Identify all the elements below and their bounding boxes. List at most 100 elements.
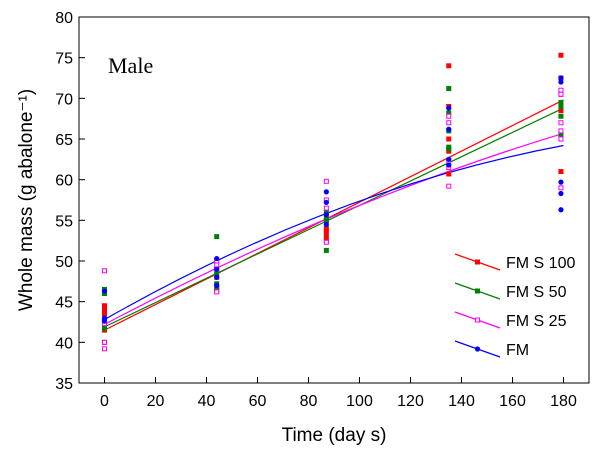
x-tick-label: 140 xyxy=(448,393,475,410)
point-fm-s-25 xyxy=(558,120,564,126)
legend-label: FM S 100 xyxy=(506,255,575,272)
legend-marker xyxy=(474,346,481,352)
x-tick-label: 180 xyxy=(550,393,577,410)
x-tick-label: 80 xyxy=(300,393,318,410)
point-fm xyxy=(214,274,220,280)
point-fm-s-50 xyxy=(446,110,452,116)
point-fm-s-25 xyxy=(446,120,452,126)
point-fm-s-25 xyxy=(323,205,329,211)
y-tick-label: 40 xyxy=(55,335,73,352)
legend-item-fm: FM xyxy=(454,340,529,359)
axis-ticks: 0 20 40 60 80 100 120 140 160 180 35 40 45 50 55 60 65 70… xyxy=(55,10,577,410)
legend-marker xyxy=(475,317,480,323)
point-fm-s-25 xyxy=(102,346,107,352)
x-tick-label: 100 xyxy=(346,393,373,410)
y-tick-label: 35 xyxy=(55,376,73,393)
point-fm-s-25 xyxy=(323,178,329,184)
x-tick-label: 40 xyxy=(198,393,216,410)
x-axis-title: Time (day s) xyxy=(282,425,387,446)
point-fm xyxy=(101,288,108,294)
point-fm-s-50 xyxy=(558,132,564,138)
point-fm xyxy=(446,156,452,162)
point-fm xyxy=(323,189,329,195)
point-fm-s-100 xyxy=(558,52,564,58)
y-tick-label: 65 xyxy=(55,132,73,149)
point-fm-s-25 xyxy=(446,183,452,189)
x-tick-label: 160 xyxy=(499,393,526,410)
point-fm xyxy=(558,75,564,81)
y-tick-label: 75 xyxy=(55,51,73,68)
point-fm xyxy=(323,212,329,218)
fit-line-fm-s-100 xyxy=(104,99,564,331)
point-fm-s-50 xyxy=(323,247,329,253)
y-tick-label: 70 xyxy=(55,91,73,108)
point-fm xyxy=(323,199,329,206)
y-tick-label: 60 xyxy=(55,173,73,190)
point-fm-s-25 xyxy=(323,239,329,245)
point-fm-s-50 xyxy=(446,86,452,92)
point-fm-s-100 xyxy=(102,311,107,317)
point-fm xyxy=(214,282,220,288)
legend-item-fm-s-100: FM S 100 xyxy=(454,253,575,272)
plot-frame xyxy=(78,16,590,384)
fit-line-fm xyxy=(104,144,564,321)
point-fm-s-100 xyxy=(558,108,564,114)
point-fm-s-25 xyxy=(558,87,564,93)
point-fm xyxy=(558,190,564,197)
point-fm-s-100 xyxy=(446,171,452,177)
point-fm xyxy=(101,318,108,324)
y-axis-title: Whole mass (g abalone⁻¹) xyxy=(16,89,37,311)
x-tick-label: 20 xyxy=(147,393,165,410)
chart-annotation: Male xyxy=(108,53,153,78)
point-fm-s-25 xyxy=(558,185,564,191)
point-fm xyxy=(214,255,220,262)
x-tick-label: 0 xyxy=(100,393,109,410)
legend-item-fm-s-25: FM S 25 xyxy=(454,311,567,330)
fit-lines xyxy=(104,99,564,331)
point-fm-s-100 xyxy=(323,230,329,236)
point-fm-s-25 xyxy=(102,268,107,274)
data-points xyxy=(101,52,564,352)
fit-line-fm-s-50 xyxy=(104,107,564,328)
point-fm-s-100 xyxy=(446,136,452,142)
point-fm-s-100 xyxy=(446,63,452,69)
point-fm-s-100 xyxy=(102,307,107,313)
point-fm-s-25 xyxy=(102,339,107,345)
x-tick-label: 60 xyxy=(249,393,267,410)
point-fm-s-50 xyxy=(323,217,329,223)
point-fm-s-25 xyxy=(214,262,220,268)
point-fm xyxy=(214,266,220,272)
point-fm-s-25 xyxy=(558,128,564,134)
legend-label: FM S 25 xyxy=(506,313,567,330)
point-fm-s-25 xyxy=(558,91,564,97)
point-fm-s-100 xyxy=(558,169,564,175)
legend-label: FM xyxy=(506,342,529,359)
y-tick-label: 50 xyxy=(55,254,73,271)
legend-marker xyxy=(475,288,480,294)
point-fm-s-50 xyxy=(214,270,220,276)
x-tick-label: 120 xyxy=(397,393,424,410)
point-fm-s-50 xyxy=(558,113,564,119)
point-fm-s-50 xyxy=(558,103,564,109)
point-fm xyxy=(446,105,452,111)
point-fm-s-50 xyxy=(102,326,107,332)
point-fm xyxy=(558,179,564,185)
y-tick-label: 55 xyxy=(55,213,73,230)
y-tick-label: 45 xyxy=(55,295,73,312)
fit-line-fm-s-25 xyxy=(104,132,564,325)
point-fm xyxy=(558,207,564,213)
point-fm-s-100 xyxy=(323,225,329,231)
legend-item-fm-s-50: FM S 50 xyxy=(454,282,567,301)
legend-marker xyxy=(475,259,480,265)
point-fm-s-50 xyxy=(446,146,452,152)
point-fm-s-25 xyxy=(446,113,452,119)
point-fm-s-50 xyxy=(558,99,564,105)
legend-label: FM S 50 xyxy=(506,284,567,301)
point-fm xyxy=(558,79,564,85)
point-fm-s-50 xyxy=(214,234,220,240)
point-fm-s-25 xyxy=(214,289,220,295)
point-fm xyxy=(446,126,452,132)
legend: FM S 100 FM S 50 FM S 25 FM xyxy=(454,253,575,359)
point-fm-s-25 xyxy=(558,136,564,142)
